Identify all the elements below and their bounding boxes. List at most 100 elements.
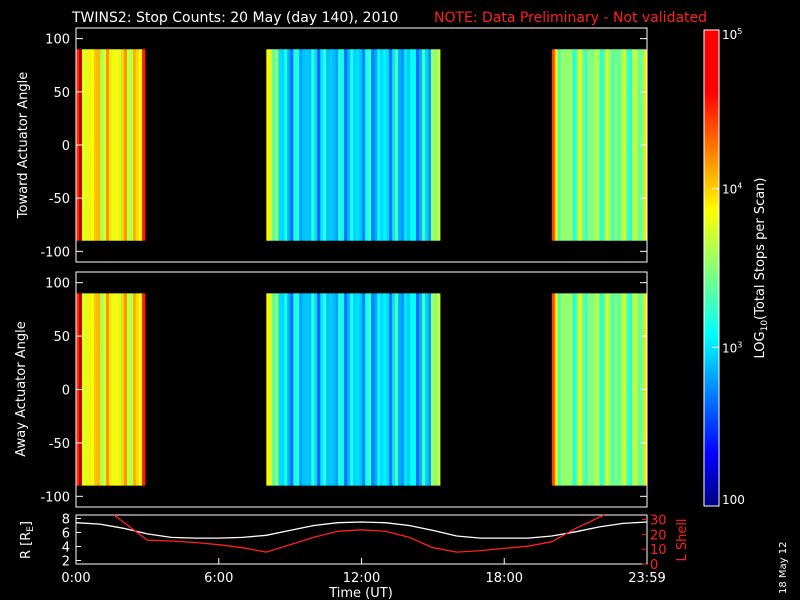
heatmap-cell: [329, 49, 333, 241]
time-tick-label: 12:00: [343, 571, 380, 586]
colorbar-tick-label: 103: [722, 340, 742, 355]
heatmap-cell: [97, 49, 101, 241]
colorbar-tick-label: 105: [722, 27, 742, 42]
heatmap-cell: [112, 49, 116, 241]
time-tick-label: 18:00: [486, 571, 523, 586]
heatmap-cell: [290, 49, 294, 241]
lshell-ylabel: L Shell: [675, 518, 690, 561]
heatmap-cell: [371, 293, 375, 486]
heatmap-cell: [425, 49, 429, 241]
heatmap-cell: [136, 293, 140, 486]
heatmap-cell: [329, 293, 333, 486]
heatmap-cell: [323, 293, 327, 486]
heatmap-cell: [590, 49, 594, 241]
heatmap-cell: [623, 293, 627, 486]
heatmap-cell: [290, 293, 294, 486]
heatmap-cell: [395, 293, 399, 486]
heatmap-cell: [88, 49, 92, 241]
heatmap-cell: [305, 49, 309, 241]
heatmap-cell: [365, 293, 369, 486]
heatmap-cell: [130, 293, 134, 486]
y-tick-label: -50: [49, 192, 70, 207]
heatmap-cell: [581, 49, 585, 241]
heatmap-cell: [419, 49, 423, 241]
radius-ylabel: R [RE]: [19, 521, 36, 559]
radius-line: [75, 521, 648, 539]
heatmap-cell: [278, 293, 282, 486]
heatmap-cell: [85, 49, 89, 241]
heatmap-cell: [431, 293, 435, 486]
heatmap-cell: [332, 293, 336, 486]
heatmap-cell: [605, 49, 609, 241]
footer-date: 18 May 12: [778, 542, 789, 594]
heatmap-cell: [566, 49, 571, 241]
lshell-tick-label: 30: [650, 513, 667, 528]
heatmap-cell: [551, 293, 556, 486]
heatmap-cell: [605, 293, 609, 486]
heatmap-cell: [383, 49, 387, 241]
heatmap-cell: [569, 49, 574, 241]
heatmap-cell: [341, 293, 345, 486]
heatmap-cell: [428, 49, 432, 241]
heatmap-cell: [560, 293, 565, 486]
heatmap-cell: [428, 293, 432, 486]
heatmap-cell: [266, 293, 270, 486]
heatmap-cell: [353, 293, 357, 486]
heatmap-cell: [299, 49, 303, 241]
heatmap-cell: [422, 293, 426, 486]
heatmap-cell: [94, 49, 98, 241]
heatmap-cell: [413, 293, 417, 486]
heatmap-cell: [377, 49, 381, 241]
heatmap-cell: [563, 293, 568, 486]
heatmap-cell: [560, 49, 565, 241]
heatmap-cell: [287, 293, 291, 486]
heatmap-cell: [434, 49, 438, 241]
away-y-axis: 100 50 0 -50 -100: [40, 277, 647, 505]
heatmap-cell: [284, 293, 288, 486]
heatmap-cell: [368, 49, 372, 241]
heatmap-cell: [407, 293, 411, 486]
heatmap-cell: [422, 49, 426, 241]
heatmap-cell: [599, 293, 603, 486]
heatmap-cell: [563, 49, 568, 241]
heatmap-cell: [127, 293, 131, 486]
heatmap-cell: [638, 293, 642, 486]
heatmap-cell: [401, 49, 405, 241]
heatmap-cell: [599, 49, 603, 241]
colorbar-tick-label: 104: [722, 182, 742, 197]
heatmap-cell: [437, 49, 441, 241]
heatmap-cell: [281, 293, 285, 486]
heatmap-cell: [581, 293, 585, 486]
heatmap-cell: [103, 49, 107, 241]
heatmap-cell: [554, 49, 559, 241]
heatmap-cell: [314, 49, 318, 241]
heatmap-cell: [413, 49, 417, 241]
heatmap-cell: [311, 293, 315, 486]
heatmap-cell: [626, 49, 630, 241]
colorbar-scale: [703, 29, 720, 507]
heatmap-cell: [317, 49, 321, 241]
heatmap-cell: [635, 49, 639, 241]
heatmap-cell: [100, 49, 104, 241]
toward-y-axis: 100 50 0 -50 -100: [40, 33, 647, 260]
y-tick-label: 0: [62, 139, 70, 154]
heatmap-cell: [341, 49, 345, 241]
heatmap-cell: [347, 293, 351, 486]
heatmap-cell: [629, 293, 633, 486]
heatmap-cell: [97, 293, 101, 486]
heatmap-cell: [407, 49, 411, 241]
heatmap-cell: [557, 49, 562, 241]
heatmap-cell: [281, 49, 285, 241]
heatmap-cell: [269, 49, 273, 241]
heatmap-cell: [602, 49, 606, 241]
heatmap-cell: [293, 49, 297, 241]
colorbar-tick-label: 100: [722, 493, 745, 507]
heatmap-cell: [362, 293, 366, 486]
heatmap-cell: [380, 293, 384, 486]
heatmap-cell: [614, 293, 618, 486]
heatmap-cell: [632, 49, 636, 241]
heatmap-cell: [368, 293, 372, 486]
heatmap-cell: [272, 293, 276, 486]
